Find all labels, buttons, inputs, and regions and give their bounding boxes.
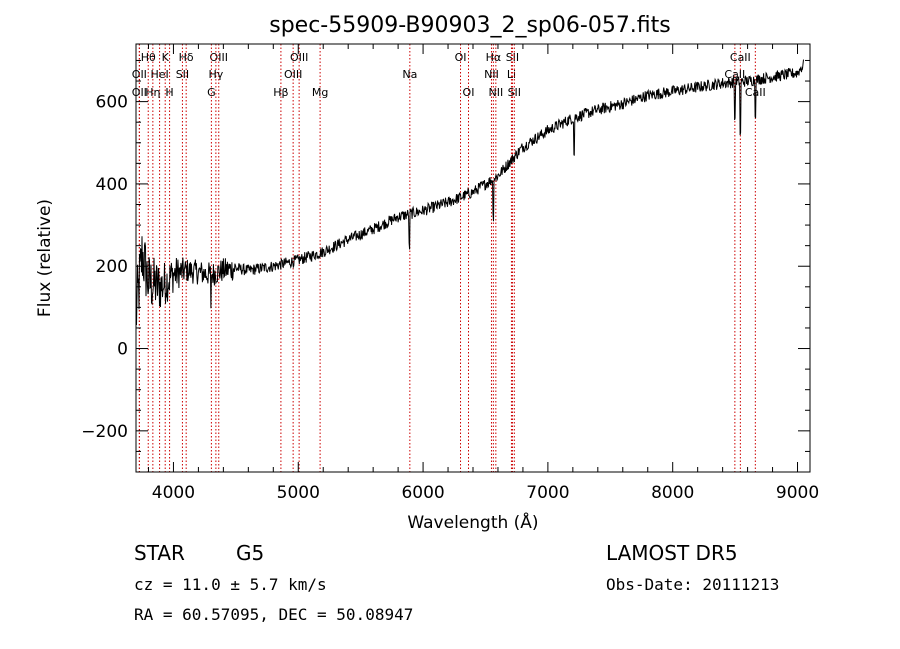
- line-marker-label: H: [165, 86, 173, 99]
- line-marker-label: Na: [402, 68, 417, 81]
- line-marker-label: OI: [455, 51, 467, 64]
- coordinates: RA = 60.57095, DEC = 50.08947: [134, 605, 413, 624]
- y-tick-label: 400: [96, 175, 128, 195]
- y-tick-label: 200: [96, 257, 128, 277]
- line-marker-label: Hδ: [179, 51, 194, 64]
- line-marker-label: K: [162, 51, 170, 64]
- line-marker-label: NII: [488, 86, 503, 99]
- y-axis-label: Flux (relative): [35, 199, 55, 317]
- plot-frame: [135, 43, 811, 473]
- line-marker-label: OIII: [210, 51, 228, 64]
- line-marker-label: HeI: [150, 68, 168, 81]
- line-marker-label: SII: [508, 86, 521, 99]
- line-marker-label: Hη: [145, 86, 160, 99]
- line-marker-label: CaII: [724, 68, 745, 81]
- line-marker-label: CaII: [745, 86, 766, 99]
- x-tick-label: 7000: [526, 483, 569, 503]
- object-class: STAR: [134, 541, 185, 565]
- line-marker-label: Hγ: [208, 68, 223, 81]
- spectrum-line: [135, 59, 804, 326]
- line-marker-label: SII: [176, 68, 189, 81]
- x-tick-label: 6000: [401, 483, 444, 503]
- line-marker-label: Hθ: [141, 51, 156, 64]
- spectral-subclass: G5: [236, 541, 264, 565]
- y-tick-label: 0: [117, 340, 128, 360]
- line-marker-label: Li: [507, 68, 516, 81]
- x-tick-label: 8000: [651, 483, 694, 503]
- x-tick-label: 5000: [277, 483, 320, 503]
- line-marker-label: Hβ: [273, 86, 288, 99]
- redshift-line: cz = 11.0 ± 5.7 km/s: [134, 575, 327, 594]
- line-marker-label: Hα: [486, 51, 502, 64]
- line-marker-label: OI: [463, 86, 475, 99]
- line-marker-label: OIII: [284, 68, 302, 81]
- x-axis: 4000 5000 6000 7000 8000 9000: [147, 44, 819, 503]
- line-marker-label: CaII: [730, 51, 751, 64]
- x-axis-label: Wavelength (Å): [407, 511, 538, 533]
- y-axis: −200 0 200 400 600: [81, 59, 810, 473]
- line-marker-label: NII: [484, 68, 499, 81]
- line-marker-label: OIII: [290, 51, 308, 64]
- chart-title: spec-55909-B90903_2_sp06-057.fits: [269, 13, 671, 38]
- obs-date: Obs-Date: 20111213: [606, 575, 779, 594]
- line-marker-label: SII: [506, 51, 519, 64]
- line-marker-label: Mg: [312, 86, 328, 99]
- y-tick-label: −200: [81, 422, 128, 442]
- x-tick-label: 9000: [776, 483, 819, 503]
- survey-name: LAMOST DR5: [606, 541, 738, 565]
- line-marker-label: G: [207, 86, 216, 99]
- y-tick-label: 600: [96, 93, 128, 113]
- x-tick-label: 4000: [152, 483, 195, 503]
